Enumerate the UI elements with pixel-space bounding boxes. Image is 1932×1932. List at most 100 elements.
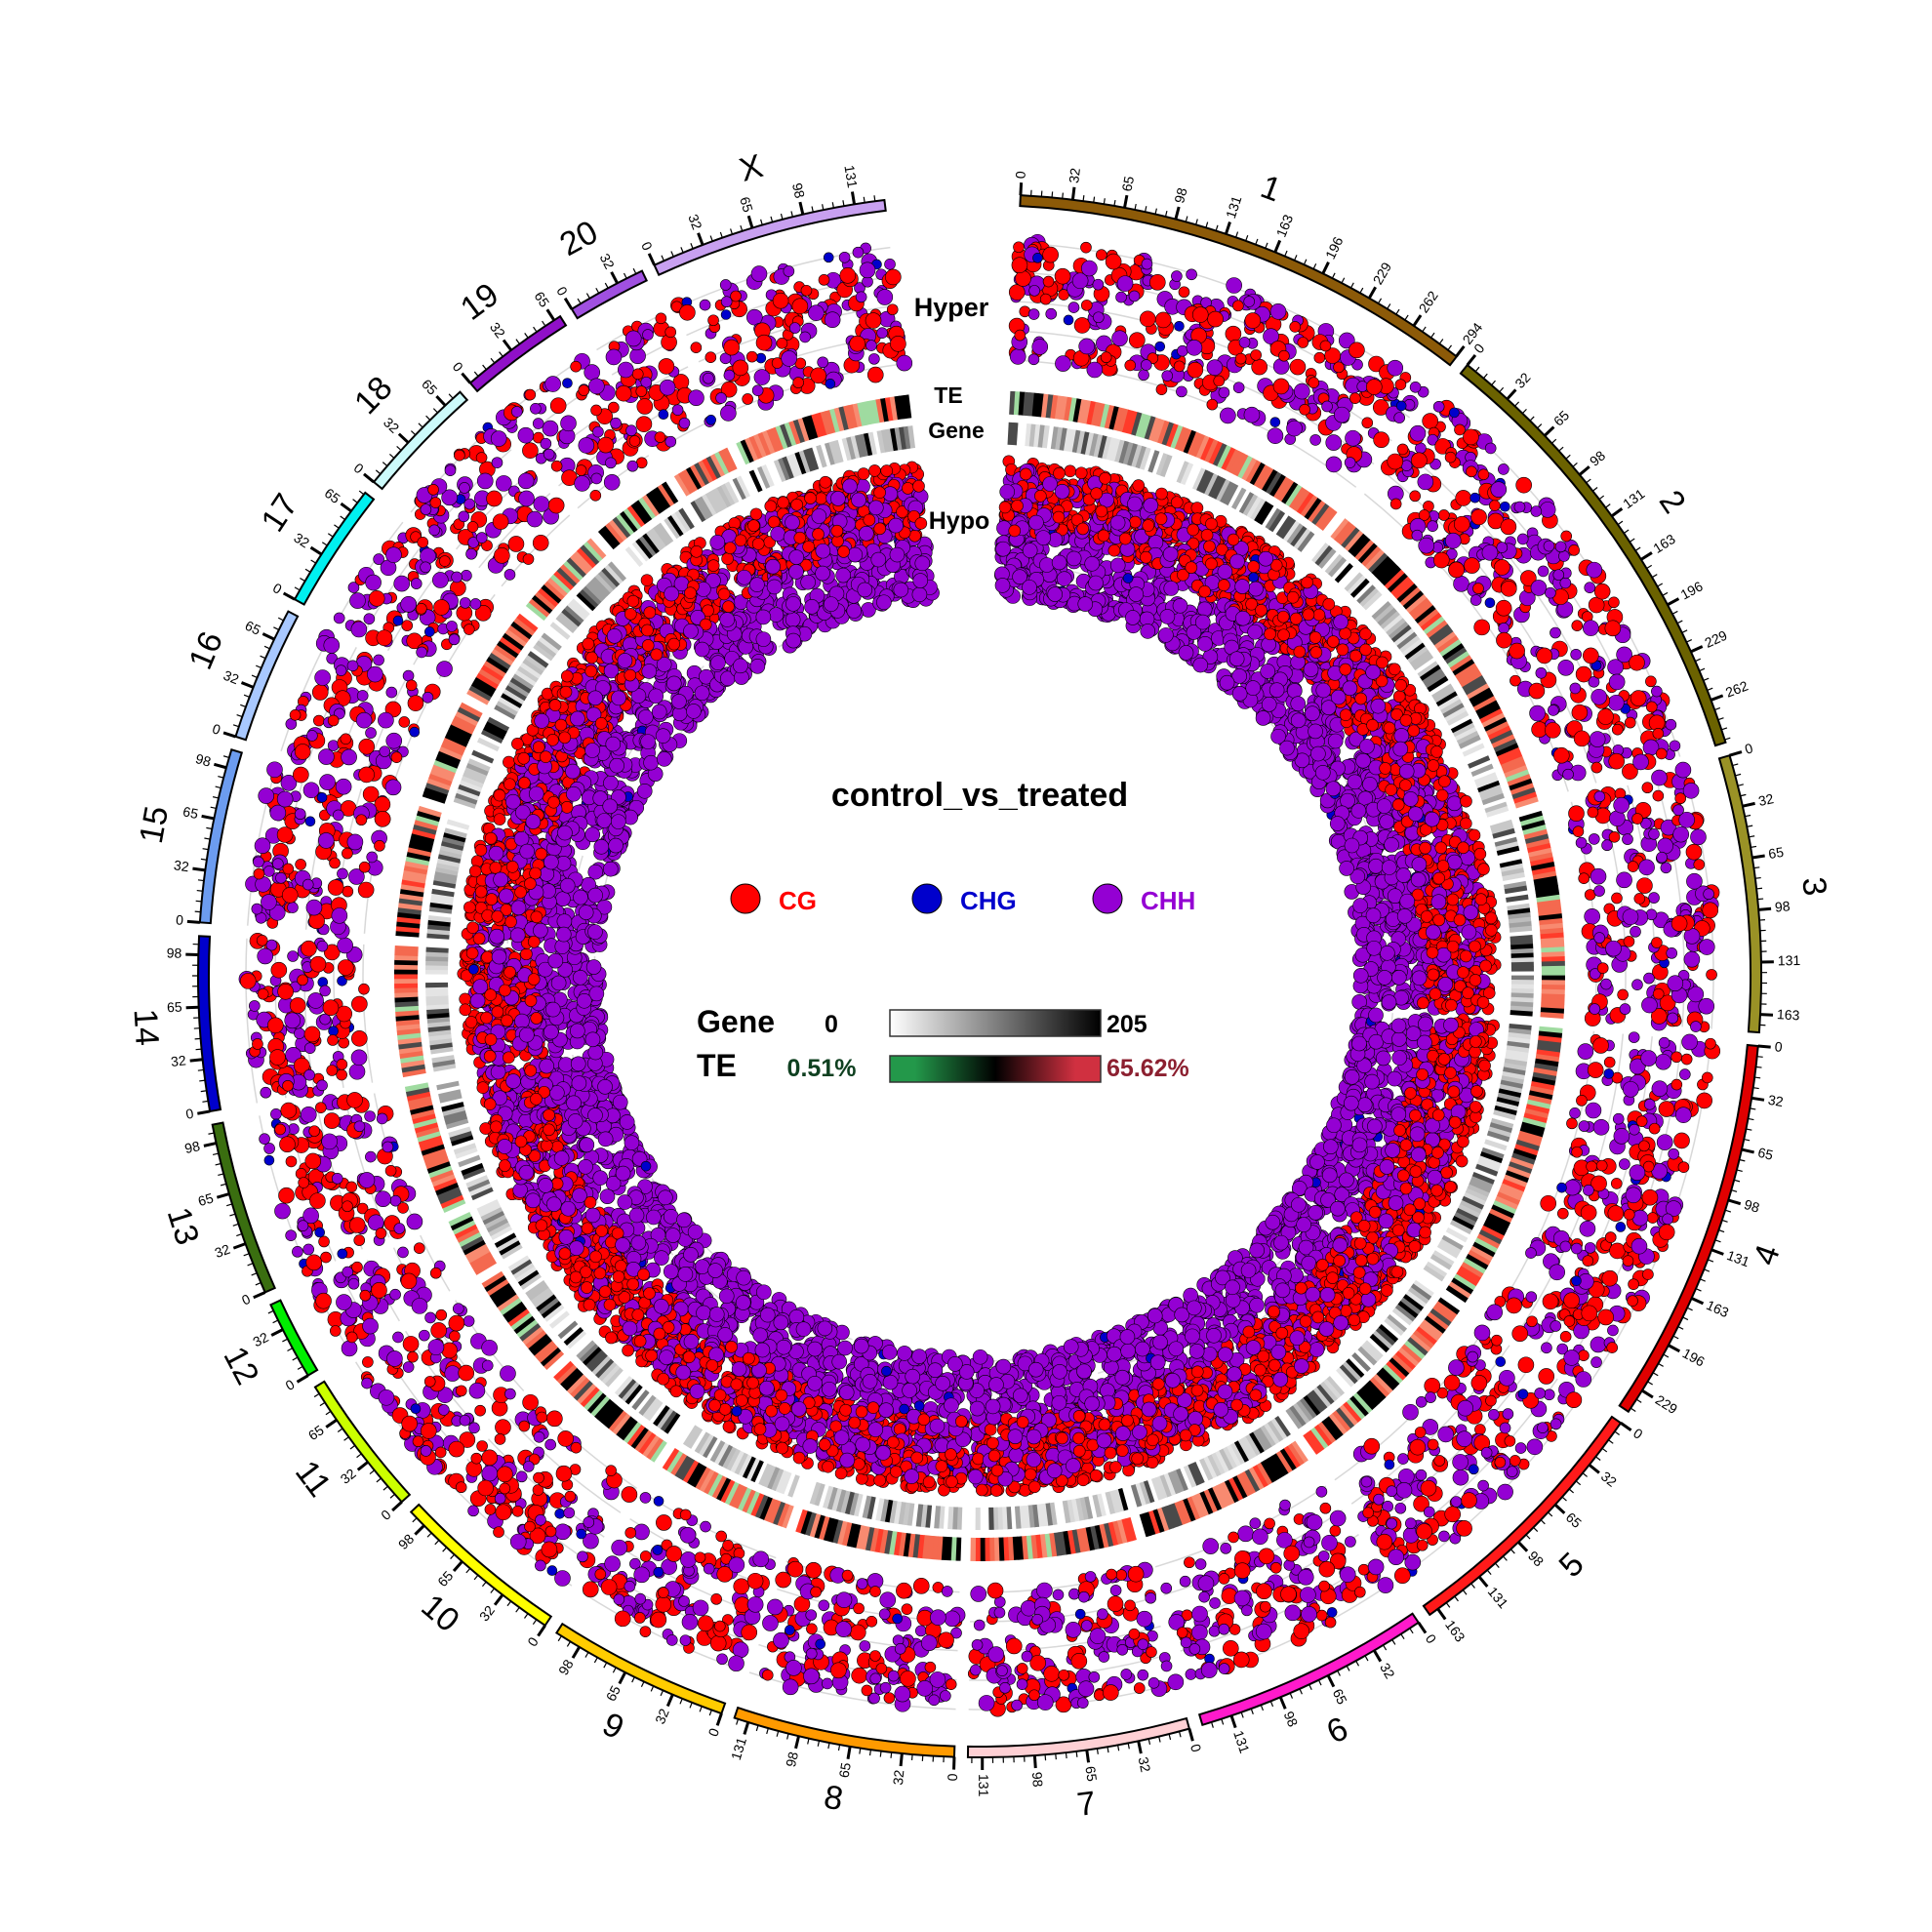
hyper-point-chh (1427, 520, 1438, 532)
hyper-point-cg (1500, 580, 1517, 597)
major-tick (1321, 262, 1330, 275)
hyper-point-chh (1498, 623, 1509, 634)
minor-tick (566, 1641, 572, 1647)
hyper-point-chh (1055, 355, 1071, 372)
major-tick (798, 201, 805, 216)
tick-label: 65 (167, 999, 182, 1016)
hyper-point-chh (1452, 1454, 1469, 1470)
minor-tick (1494, 1562, 1500, 1568)
hyper-point-cg (416, 602, 427, 615)
hyper-point-chh (427, 1339, 445, 1355)
hyper-point-cg (869, 1586, 881, 1597)
hyper-point-chh (859, 1640, 871, 1652)
tick-label: 32 (221, 667, 242, 688)
minor-tick (1154, 208, 1157, 215)
tick-label: 98 (789, 181, 808, 200)
minor-tick (490, 357, 496, 364)
hyper-point-chh (785, 1660, 802, 1676)
tick-label: 65 (305, 1422, 327, 1443)
tick-label: 0 (176, 911, 184, 928)
hyper-point-cg (722, 1540, 734, 1551)
hyper-point-cg (434, 1446, 447, 1459)
hyper-point-chh (1077, 1680, 1095, 1698)
hyper-point-chh (1452, 1469, 1469, 1486)
minor-tick (212, 796, 220, 799)
minor-tick (1662, 591, 1669, 596)
tick-label: 131 (1485, 1584, 1511, 1611)
hyper-point-cg (326, 1065, 338, 1076)
tick-label: 65 (1082, 1765, 1100, 1783)
te-bin (1378, 562, 1399, 584)
hyper-point-chh (1679, 1068, 1691, 1080)
hyper-point-chh (1198, 1590, 1210, 1603)
tick-label: 65 (196, 1189, 216, 1209)
minor-tick (300, 577, 305, 583)
major-tick (1757, 1044, 1771, 1049)
gene-bin (988, 1507, 994, 1530)
minor-tick (236, 713, 243, 718)
hyper-point-cg (1244, 312, 1262, 329)
minor-tick (1308, 1684, 1312, 1691)
hyper-point-cg (358, 861, 371, 873)
te-bin (1533, 1067, 1557, 1077)
hyper-point-chh (1191, 1605, 1208, 1623)
hyper-point-chh (700, 1520, 711, 1533)
major-tick (1455, 344, 1466, 358)
chromosome-label: 20 (554, 214, 604, 263)
hyper-point-chh (1629, 1123, 1640, 1136)
minor-tick (604, 282, 609, 289)
minor-tick (1682, 1316, 1689, 1321)
hyper-point-cg (1191, 306, 1209, 323)
hyper-point-cg (1080, 300, 1093, 311)
hyper-point-cg (1627, 861, 1639, 872)
te-bin (1414, 605, 1436, 624)
te-bin (1411, 601, 1433, 621)
hyper-point-chg (1484, 597, 1496, 609)
te-bin (1187, 431, 1201, 456)
hyper-point-chh (996, 1665, 1008, 1676)
minor-tick (595, 287, 600, 294)
minor-tick (282, 1338, 288, 1343)
hyper-point-cg (1280, 1586, 1297, 1603)
minor-tick (1695, 1288, 1702, 1292)
hyper-point-cg (656, 1514, 672, 1531)
hyper-point-cg (1635, 1115, 1648, 1127)
hyper-point-cg (492, 513, 509, 530)
minor-tick (1065, 1752, 1067, 1759)
te-bin (1179, 427, 1192, 453)
minor-tick (1676, 620, 1683, 624)
minor-tick (670, 251, 674, 258)
hyper-point-chh (1052, 1589, 1065, 1601)
minor-tick (1294, 255, 1298, 262)
hyper-point-cg (338, 1036, 350, 1049)
hyper-point-chh (1300, 1587, 1316, 1603)
hyper-point-chh (762, 1615, 779, 1631)
hyper-point-cg (1477, 468, 1490, 481)
hyper-point-cg (1278, 349, 1290, 362)
hyper-point-cg (1470, 508, 1487, 526)
hyper-point-chh (1141, 359, 1152, 371)
te-bin (1535, 885, 1559, 894)
hyper-point-cg (1011, 257, 1028, 273)
hyper-point-chh (481, 1359, 494, 1372)
minor-tick (389, 454, 395, 459)
hyper-point-chh (554, 1570, 571, 1587)
minor-tick (215, 785, 221, 789)
hyper-point-chh (1020, 1599, 1037, 1617)
hyper-point-cg (1517, 1356, 1535, 1374)
hyper-point-chh (1631, 1209, 1649, 1227)
hyper-point-cg (405, 679, 418, 692)
hyper-point-cg (883, 1692, 896, 1704)
hyper-point-cg (305, 1254, 323, 1271)
hyper-point-chh (323, 637, 341, 654)
hyper-point-chh (543, 448, 555, 461)
tick-label: 131 (976, 1774, 991, 1797)
hyper-point-cg (1515, 476, 1532, 494)
minor-tick (1634, 546, 1641, 551)
hyper-point-cg (624, 1527, 637, 1539)
hyper-point-cg (1013, 241, 1025, 254)
hyper-point-chh (260, 1086, 272, 1099)
hyper-point-cg (1129, 332, 1146, 348)
hyper-point-chh (1084, 1571, 1097, 1583)
major-tick (397, 432, 410, 444)
